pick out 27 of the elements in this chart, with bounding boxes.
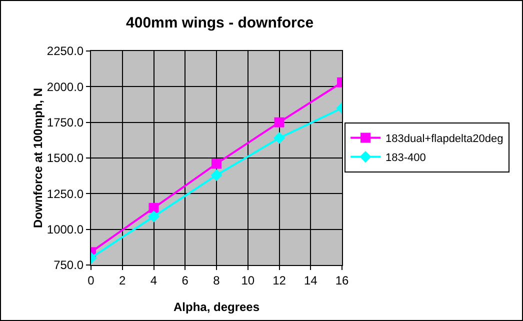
x-tick-label: 8	[213, 273, 220, 288]
x-tick-label: 16	[335, 273, 349, 288]
x-tick-label: 2	[119, 273, 126, 288]
y-tick-label: 2000.0	[46, 80, 84, 94]
x-tick-label: 6	[182, 273, 189, 288]
y-tick-label: 2250.0	[46, 44, 84, 58]
x-tick-label: 10	[241, 273, 255, 288]
x-tick-label: 4	[150, 273, 158, 288]
y-tick-label: 750.0	[54, 258, 84, 272]
point	[273, 132, 286, 144]
x-axis-title: Alpha, degrees	[173, 300, 260, 314]
chart-title: 400mm wings - downforce	[126, 14, 314, 32]
point	[274, 117, 284, 128]
x-tick-label: 14	[304, 273, 318, 288]
x-tick-label: 12	[272, 273, 286, 288]
legend-label: 183dual+flapdelta20deg	[386, 133, 504, 146]
x-tick-label: 0	[88, 273, 95, 288]
point	[212, 158, 222, 169]
point	[148, 202, 159, 213]
point	[210, 169, 222, 181]
y-tick-label: 1750.0	[46, 116, 84, 130]
y-axis-title: Downforce at 100mph, N	[30, 88, 45, 228]
y-tick-label: 1500.0	[46, 151, 84, 166]
legend-label: 183-400	[386, 152, 426, 164]
y-tick-label: 1000.0	[46, 222, 84, 237]
point	[148, 210, 160, 222]
y-tick-label: 1250.0	[46, 186, 84, 201]
